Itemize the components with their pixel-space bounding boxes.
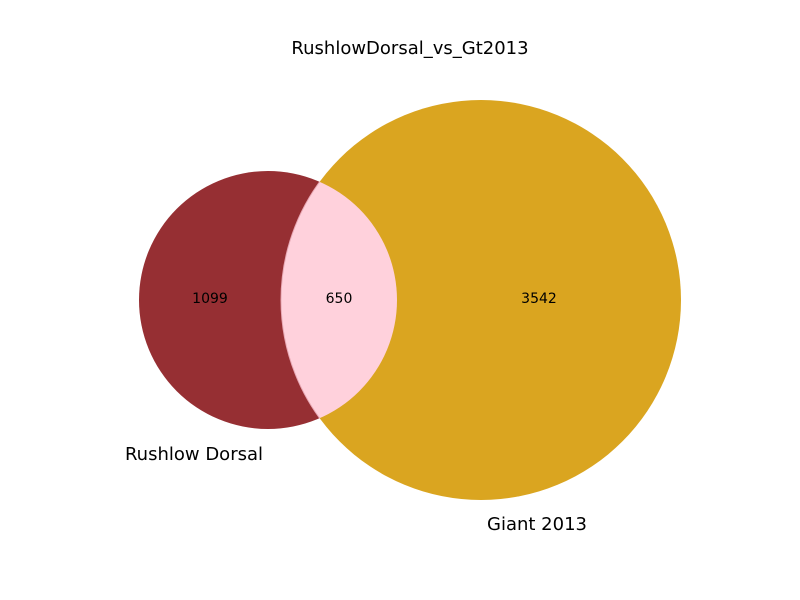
diagram-title: RushlowDorsal_vs_Gt2013 [291,38,528,59]
count-label-overlap: 650 [326,291,353,307]
count-label-giant-only: 3542 [521,291,557,307]
count-label-rushlow-only: 1099 [192,291,228,307]
set-circle-giant-2013 [281,100,681,500]
set-label-giant-2013: Giant 2013 [487,514,587,535]
set-label-rushlow-dorsal: Rushlow Dorsal [125,444,263,465]
